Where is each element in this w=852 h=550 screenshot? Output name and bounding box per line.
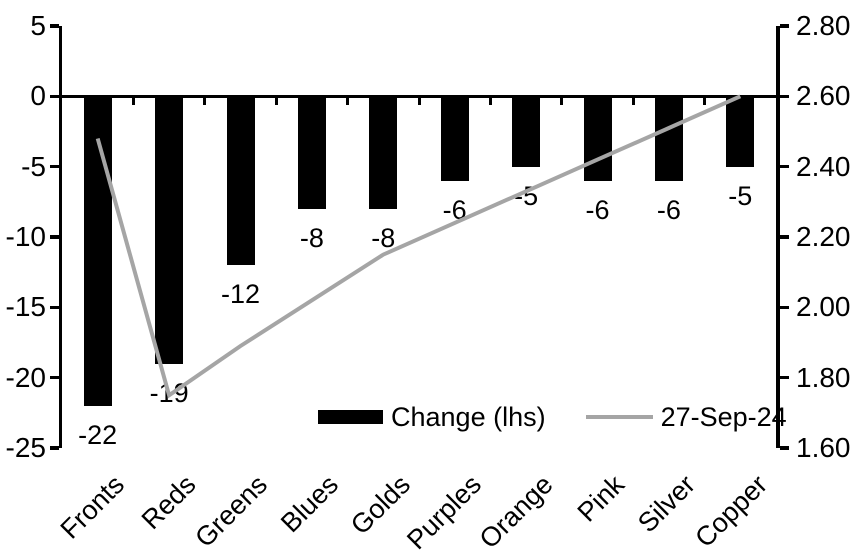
category-label: Blues (275, 469, 345, 539)
bar (726, 96, 755, 167)
category-label: Purples (401, 469, 488, 550)
legend-line-swatch-icon (585, 415, 653, 419)
left-axis-tick (49, 94, 59, 99)
category-label: Pink (571, 469, 631, 528)
bar-value-label: -8 (371, 222, 396, 253)
left-axis-tick-label: 5 (30, 10, 46, 41)
right-axis-tick-label: 2.00 (796, 291, 851, 323)
legend: Change (lhs) 27-Sep-24 (318, 402, 787, 432)
right-axis-line (776, 26, 780, 448)
left-axis-tick (49, 375, 59, 380)
right-axis-tick (779, 446, 789, 450)
category-label: Orange (473, 469, 559, 550)
category-label: Reds (135, 469, 202, 536)
left-axis-line (58, 26, 62, 448)
category-label: Silver (632, 469, 702, 539)
right-axis-tick (779, 94, 789, 99)
right-axis-tick (779, 24, 789, 28)
right-axis-tick (779, 305, 789, 310)
category-label: Greens (189, 469, 274, 550)
left-axis-tick (49, 235, 59, 239)
bar-value-label: -22 (78, 419, 118, 450)
category-boundary-tick (346, 96, 350, 106)
right-axis-tick-label: 2.40 (796, 150, 851, 182)
right-axis-tick-label: 2.20 (796, 221, 851, 252)
category-boundary-tick (417, 96, 421, 106)
bar (83, 96, 112, 406)
right-axis-tick (779, 375, 789, 380)
category-boundary-tick (631, 96, 635, 106)
bar (583, 96, 612, 181)
left-axis-tick (49, 24, 59, 28)
bar-value-label: -19 (149, 377, 189, 408)
category-label: Copper (688, 469, 773, 550)
legend-bar-swatch-icon (318, 410, 383, 424)
category-label: Fronts (54, 469, 131, 545)
left-axis-tick-label: -10 (5, 221, 46, 252)
bar (297, 96, 326, 209)
bar (155, 96, 184, 364)
left-axis-tick (49, 446, 59, 450)
bar (369, 96, 398, 209)
right-axis-tick (779, 164, 789, 169)
legend-bar-label: Change (lhs) (391, 402, 546, 432)
left-axis-tick (49, 305, 59, 310)
bar-value-label: -12 (220, 279, 261, 310)
bar (512, 96, 541, 167)
right-axis-tick-label: 2.60 (796, 80, 851, 112)
bar-value-label: -5 (728, 180, 753, 211)
left-axis-tick-label: 0 (30, 80, 46, 112)
bar (440, 96, 469, 181)
right-axis-tick-label: 1.80 (796, 361, 851, 393)
left-axis-tick (49, 164, 59, 169)
category-boundary-tick (274, 96, 278, 106)
category-boundary-tick (703, 96, 707, 106)
category-boundary-tick (560, 96, 564, 106)
category-boundary-tick (203, 96, 207, 106)
right-axis-tick-label: 2.80 (796, 10, 851, 41)
left-axis-tick-label: -5 (21, 150, 46, 182)
left-axis-tick-label: -20 (5, 361, 46, 393)
right-axis-tick (779, 235, 789, 239)
left-axis-tick-label: -25 (5, 432, 46, 463)
category-boundary-tick (488, 96, 492, 106)
bar (654, 96, 683, 181)
legend-line-label: 27-Sep-24 (660, 402, 787, 432)
left-axis-tick-label: -15 (5, 291, 46, 323)
bar (226, 96, 255, 266)
category-boundary-tick (131, 96, 135, 106)
right-axis-tick-label: 1.60 (796, 432, 851, 463)
